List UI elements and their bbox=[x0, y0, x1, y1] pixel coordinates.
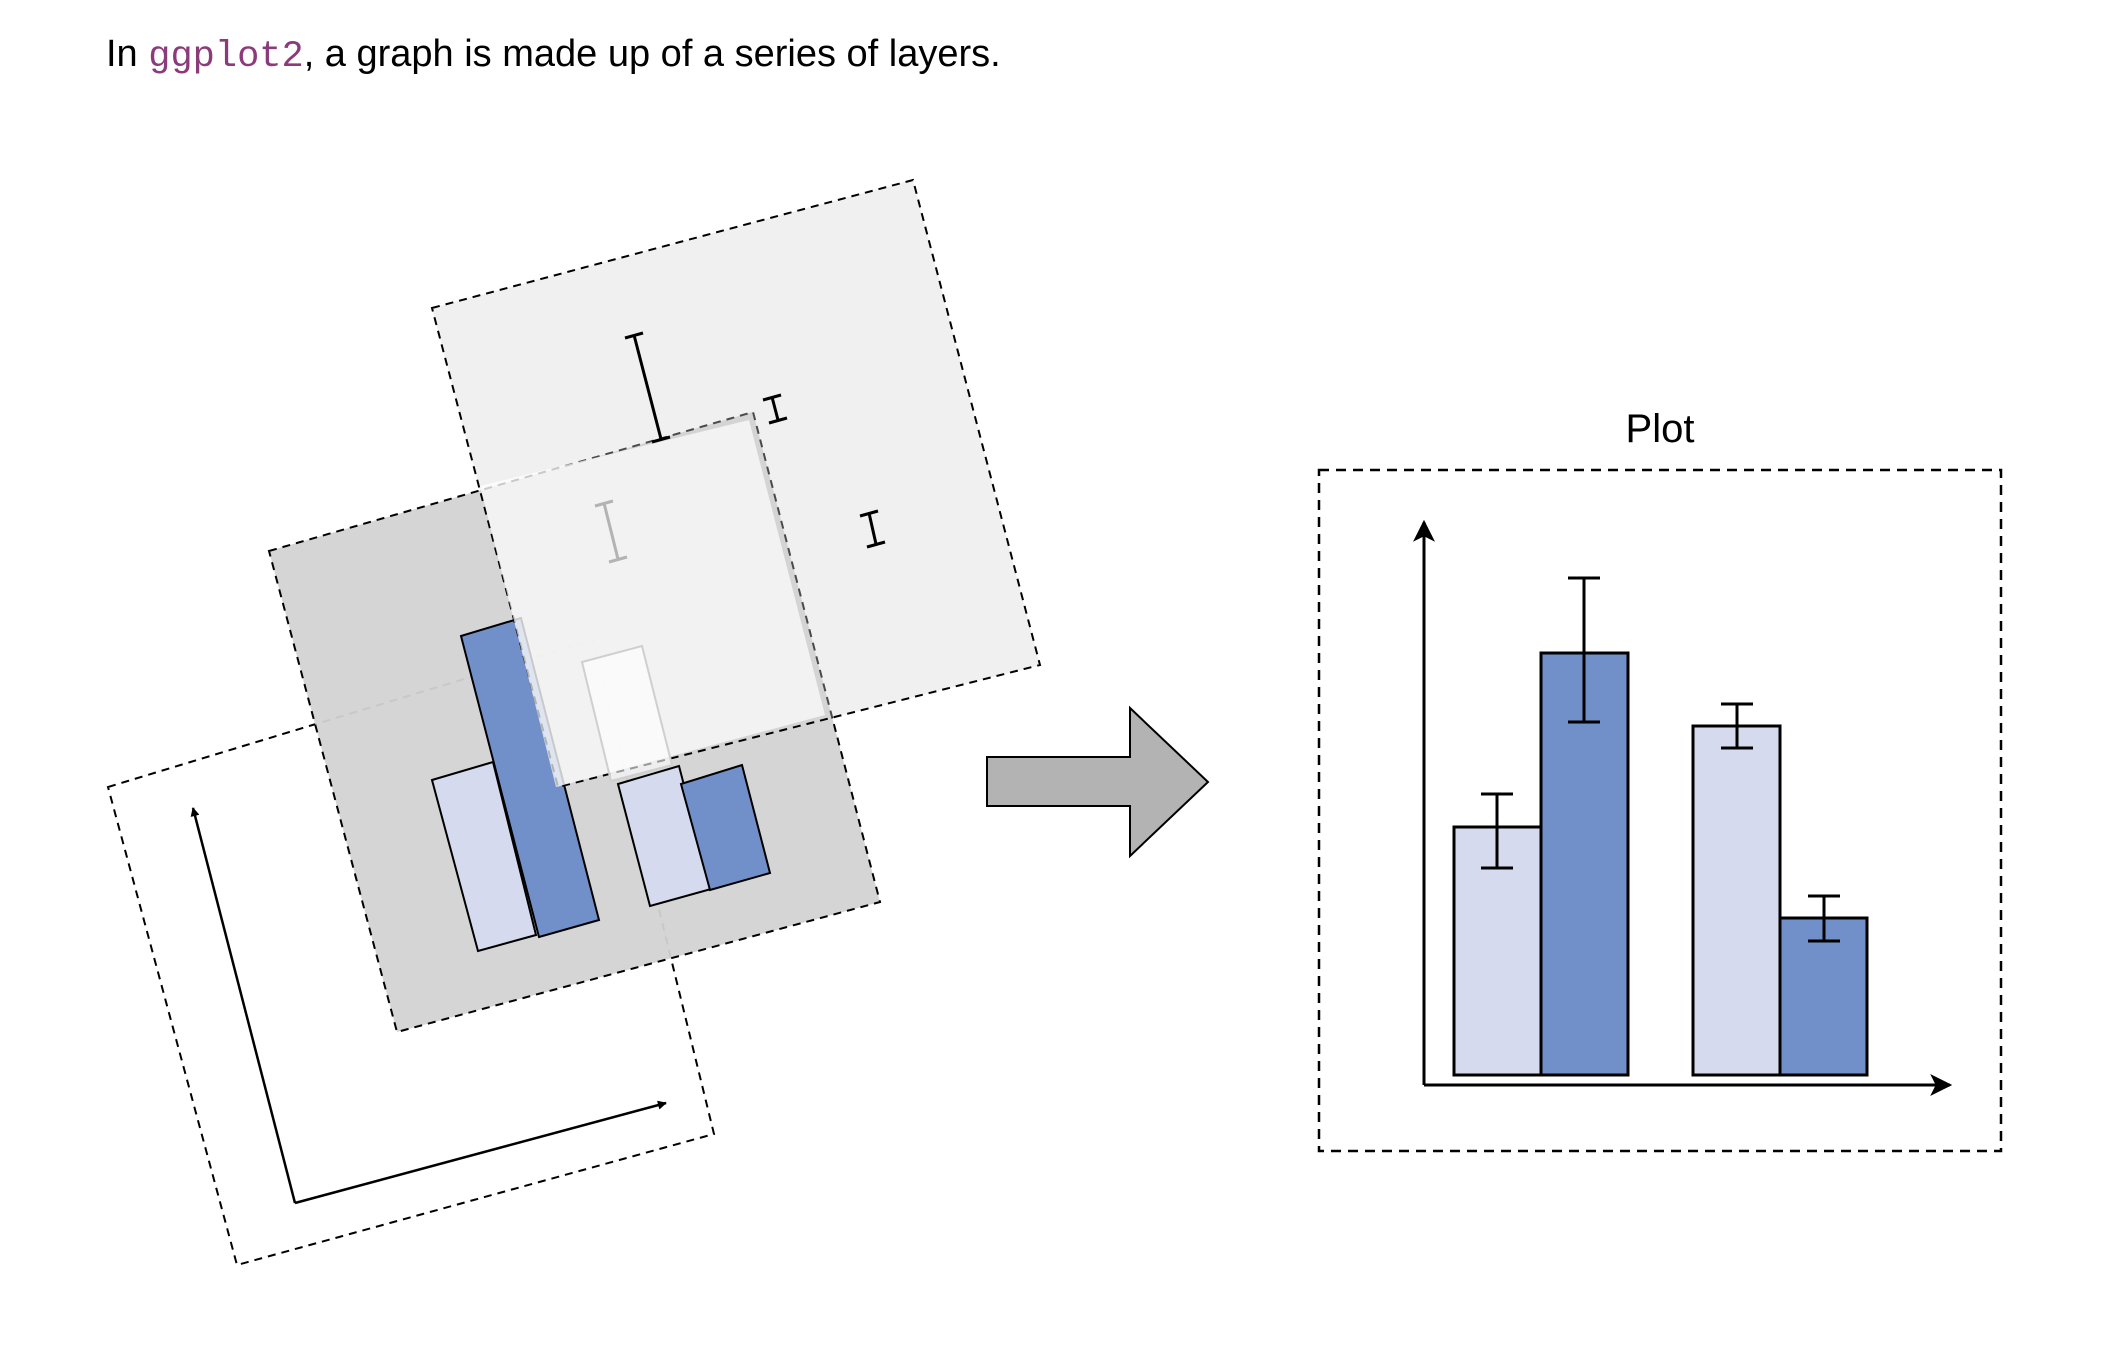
layer-bar-2b bbox=[679, 763, 772, 892]
layer-errorbar-2 bbox=[624, 331, 671, 444]
layer-stack bbox=[106, 178, 1042, 1267]
faded-bar bbox=[580, 644, 674, 783]
layers-overlap-region bbox=[480, 420, 825, 787]
plot-bar-2b bbox=[1778, 916, 1869, 1077]
ggplot2-code: ggplot2 bbox=[148, 36, 304, 78]
plot-frame bbox=[1317, 468, 2003, 1153]
layer-errorbar-4 bbox=[859, 509, 886, 549]
intro-prefix: In bbox=[106, 33, 149, 75]
layer-errorbar-3 bbox=[762, 393, 788, 425]
intro-suffix: , a graph is made up of a series of laye… bbox=[303, 33, 1001, 75]
plot-errorbar-2b bbox=[1808, 894, 1840, 943]
plot-title: Plot bbox=[1626, 407, 1695, 451]
result-plot: Plot bbox=[1317, 407, 2003, 1153]
plot-errorbar-1b bbox=[1568, 576, 1600, 724]
plot-errorbar-1a bbox=[1481, 792, 1513, 870]
layer-bar-1a bbox=[430, 760, 538, 953]
axes-layer-x-axis bbox=[294, 1100, 667, 1205]
intro-sentence: In ggplot2, a graph is made up of a seri… bbox=[106, 28, 1001, 83]
layer-bar-1b bbox=[459, 616, 601, 939]
combine-arrow bbox=[986, 705, 1210, 859]
axes-layer-y-axis bbox=[190, 807, 297, 1204]
plot-errorbar-2a bbox=[1721, 702, 1753, 750]
plot-bar-2a bbox=[1691, 724, 1782, 1077]
